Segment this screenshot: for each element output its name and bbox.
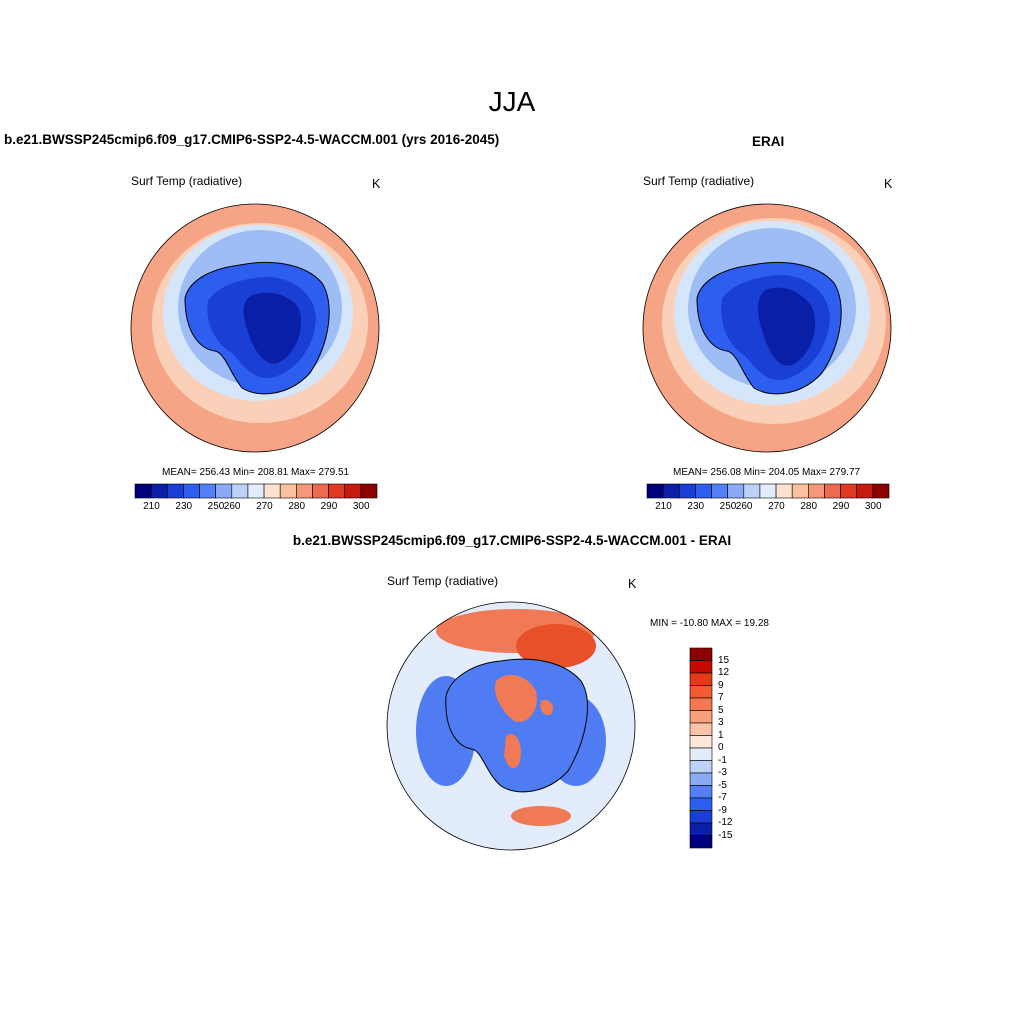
model-colorbar-tick-label: 210 [143, 501, 160, 512]
obs-colorbar-tick-label: 270 [768, 501, 785, 512]
diff-colorbar-tick-label: -9 [718, 804, 727, 816]
diff-colorbar-tick-label: -12 [718, 817, 733, 828]
diff-variable-label: Surf Temp (radiative) [387, 574, 499, 588]
model-colorbar-tick-label: 300 [352, 501, 370, 512]
diff-colorbar-tick-label: 1 [718, 729, 724, 741]
diff-colorbar-swatch [689, 760, 713, 774]
diff-colorbar-labels: 15 12 9 7 5 3 1 0 -1 -3 -5 -7 -9 -12 -15 [718, 648, 748, 848]
diff-polar-map [386, 601, 636, 851]
obs-colorbar-swatch [791, 483, 809, 499]
obs-colorbar-swatch [646, 483, 664, 499]
diff-colorbar-swatch [689, 835, 713, 849]
diff-colorbar-swatch [689, 797, 713, 811]
obs-colorbar-swatch [695, 483, 712, 499]
model-panel-title: b.e21.BWSSP245cmip6.f09_g17.CMIP6-SSP2-4… [4, 132, 500, 147]
model-colorbar-tick-label: 280 [288, 501, 306, 512]
model-colorbar-swatch [247, 483, 265, 499]
obs-colorbar-swatch [775, 483, 793, 499]
model-colorbar-swatch [328, 483, 346, 499]
model-stats: MEAN= 256.43 Min= 208.81 Max= 279.51 [162, 467, 350, 478]
obs-colorbar-labels: 210 230 250 260 270 280 290 300 [647, 501, 889, 515]
diff-colorbar-swatch [689, 735, 713, 749]
obs-colorbar-swatch [808, 483, 825, 499]
diff-colorbar-swatch [689, 747, 713, 761]
model-colorbar-swatch [183, 483, 200, 499]
diff-colorbar [689, 647, 713, 849]
diff-colorbar-tick-label: -15 [718, 829, 733, 841]
model-colorbar-swatch [150, 483, 168, 499]
obs-variable-label: Surf Temp (radiative) [643, 174, 755, 188]
model-colorbar-tick-label: 260 [223, 501, 241, 512]
diff-colorbar-swatch [689, 772, 713, 786]
diff-colorbar-tick-label: 7 [718, 692, 724, 703]
model-colorbar-labels: 210 230 250 260 270 280 290 300 [135, 501, 377, 515]
obs-colorbar-swatch [678, 483, 696, 499]
model-polar-map [130, 203, 380, 453]
diff-colorbar-swatch [689, 660, 713, 674]
obs-colorbar-tick-label: 250 [719, 501, 737, 512]
model-colorbar-swatch [296, 483, 313, 499]
model-colorbar-swatch [166, 483, 184, 499]
model-colorbar-swatch [312, 483, 329, 499]
obs-colorbar-tick-label: 260 [735, 501, 753, 512]
diff-colorbar-tick-label: 5 [718, 704, 724, 716]
obs-colorbar-swatch [824, 483, 841, 499]
obs-colorbar-tick-label: 210 [655, 501, 672, 512]
diff-colorbar-tick-label: 9 [718, 679, 724, 691]
obs-panel-title: ERAI [752, 134, 785, 149]
model-colorbar-swatch [231, 483, 249, 499]
diff-colorbar-tick-label: 3 [718, 717, 724, 728]
diff-panel-title: b.e21.BWSSP245cmip6.f09_g17.CMIP6-SSP2-4… [292, 533, 732, 548]
diff-colorbar-swatch [689, 672, 713, 686]
model-variable-label: Surf Temp (radiative) [131, 174, 243, 188]
obs-colorbar-swatch [662, 483, 680, 499]
model-colorbar-tick-label: 250 [207, 501, 225, 512]
model-colorbar-swatch [344, 483, 362, 499]
obs-colorbar-swatch [743, 483, 761, 499]
diff-colorbar-tick-label: -1 [718, 754, 727, 766]
diff-units-label: K [628, 577, 637, 591]
diff-colorbar-swatch [689, 810, 713, 824]
diff-colorbar-tick-label: 12 [718, 667, 730, 678]
obs-colorbar-swatch [711, 483, 728, 499]
diff-colorbar-swatch [689, 697, 713, 711]
model-colorbar-swatch [360, 483, 378, 499]
diff-stats: MIN = -10.80 MAX = 19.28 [650, 618, 769, 629]
obs-colorbar [646, 483, 890, 499]
diff-colorbar-swatch [689, 710, 713, 724]
model-colorbar [134, 483, 378, 499]
obs-colorbar-swatch [872, 483, 890, 499]
obs-colorbar-tick-label: 290 [832, 501, 850, 512]
diff-colorbar-tick-label: -7 [718, 792, 727, 803]
diff-colorbar-swatch [689, 722, 713, 736]
diff-colorbar-swatch [689, 822, 713, 836]
obs-stats: MEAN= 256.08 Min= 204.05 Max= 279.77 [673, 467, 861, 478]
figure-title: JJA [488, 86, 536, 117]
diff-colorbar-swatch [689, 785, 713, 799]
model-colorbar-tick-label: 290 [320, 501, 338, 512]
model-colorbar-swatch [215, 483, 233, 499]
diff-colorbar-swatch [689, 647, 713, 661]
diff-colorbar-tick-label: 15 [718, 654, 730, 666]
model-colorbar-swatch [134, 483, 152, 499]
obs-polar-map [642, 203, 892, 453]
model-colorbar-tick-label: 230 [175, 501, 193, 512]
model-units-label: K [372, 177, 381, 191]
obs-colorbar-tick-label: 300 [864, 501, 882, 512]
model-colorbar-tick-label: 270 [256, 501, 273, 512]
obs-colorbar-swatch [759, 483, 777, 499]
obs-units-label: K [884, 177, 893, 191]
model-colorbar-swatch [263, 483, 281, 499]
diff-colorbar-swatch [689, 685, 713, 699]
diff-colorbar-tick-label: -3 [718, 767, 727, 778]
obs-colorbar-swatch [727, 483, 745, 499]
obs-colorbar-tick-label: 230 [687, 501, 705, 512]
diff-colorbar-tick-label: -5 [718, 779, 727, 791]
obs-colorbar-swatch [856, 483, 874, 499]
model-colorbar-swatch [279, 483, 297, 499]
obs-colorbar-swatch [840, 483, 858, 499]
model-colorbar-swatch [199, 483, 216, 499]
diff-colorbar-tick-label: 0 [718, 742, 724, 753]
obs-colorbar-tick-label: 280 [800, 501, 818, 512]
